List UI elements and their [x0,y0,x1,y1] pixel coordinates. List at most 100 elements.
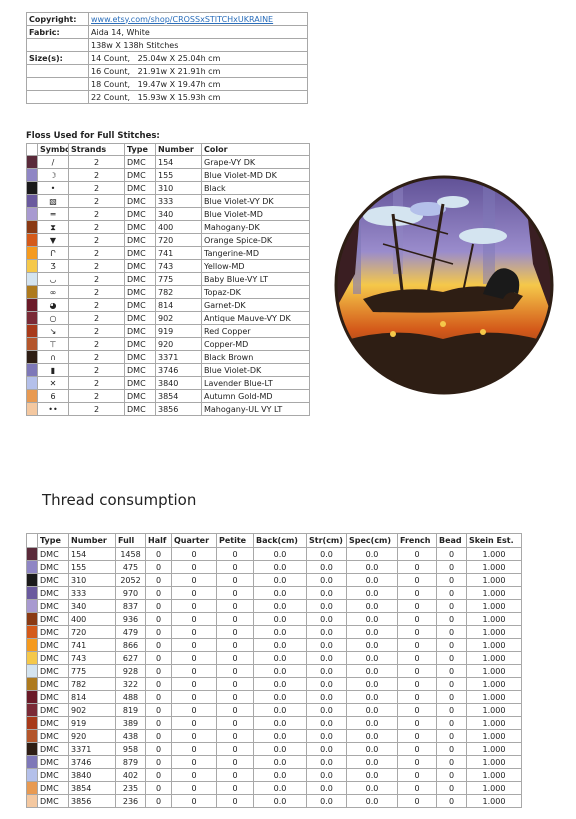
thread-cell: 0 [436,729,467,743]
color-swatch [26,560,38,574]
header-cell [26,533,38,548]
floss-cell: •• [37,402,69,416]
info-value: 14 Count, 25.04w X 25.04h cm [88,51,308,65]
thread-cell: 0.0 [253,755,307,769]
floss-row: •• 2 DMC 3856 Mahogany-UL VY LT [26,402,310,416]
thread-cell: 0.0 [346,716,398,730]
thread-row: DMC 3854 235 0 0 0 0.0 0.0 0.0 0 0 1.000 [26,781,522,795]
thread-cell: 1.000 [466,690,522,704]
floss-cell: ∞ [37,285,69,299]
header-row: Type Number Full Half Quarter Petite Back(cm) S… [26,533,522,548]
thread-cell: 1.000 [466,703,522,717]
thread-cell: 0 [436,547,467,561]
thread-cell: 0 [145,612,172,626]
thread-cell: 814 [68,690,116,704]
floss-cell: ☽ [37,168,69,182]
thread-cell: 0 [145,625,172,639]
thread-cell: 0.0 [306,612,347,626]
color-swatch [26,155,38,169]
thread-cell: 1.000 [466,781,522,795]
header-row: SymbolStrandsTypeNumberColor [26,143,310,156]
thread-row: DMC 775 928 0 0 0 0.0 0.0 0.0 0 0 1.000 [26,664,522,678]
thread-cell: 0 [216,755,254,769]
info-value: 22 Count, 15.93w X 15.93h cm [88,90,308,104]
thread-cell: 0.0 [306,586,347,600]
info-label: Copyright: [26,12,89,26]
floss-row: ⊤ 2 DMC 920 Copper-MD [26,337,310,351]
floss-row: ○ 2 DMC 902 Antique Mauve-VY DK [26,311,310,325]
thread-cell: 0 [397,612,437,626]
thread-cell: 0.0 [253,638,307,652]
thread-cell: 0 [145,742,172,756]
floss-cell: 2 [68,402,125,416]
thread-cell: 0.0 [306,573,347,587]
thread-cell: 0 [397,651,437,665]
thread-cell: 0 [145,716,172,730]
color-swatch [26,246,38,260]
thread-cell: 1.000 [466,677,522,691]
header-cell: Type [37,533,69,548]
info-label [26,77,89,91]
thread-cell: DMC [37,781,69,795]
thread-cell: 0 [171,729,217,743]
floss-cell: 741 [155,246,202,260]
thread-cell: 1.000 [466,547,522,561]
thread-cell: 333 [68,586,116,600]
color-swatch [26,194,38,208]
thread-cell: DMC [37,612,69,626]
thread-cell: 3856 [68,794,116,808]
color-swatch [26,259,38,273]
thread-cell: 0 [397,768,437,782]
floss-cell: 400 [155,220,202,234]
floss-cell: Red Copper [201,324,310,338]
thread-cell: 0 [436,664,467,678]
thread-cell: 0 [397,742,437,756]
thread-cell: 0 [171,664,217,678]
header-cell: Number [68,533,116,548]
color-swatch [26,207,38,221]
thread-row: DMC 310 2052 0 0 0 0.0 0.0 0.0 0 0 1.000 [26,573,522,587]
floss-cell: 2 [68,324,125,338]
floss-row: ═ 2 DMC 340 Blue Violet-MD [26,207,310,221]
floss-cell: 155 [155,168,202,182]
info-row: 16 Count, 21.91w X 21.91h cm [26,64,308,78]
floss-cell: DMC [124,220,156,234]
thread-cell: 0.0 [346,742,398,756]
thread-cell: 866 [115,638,146,652]
thread-cell: 0.0 [346,560,398,574]
thread-cell: 0 [397,781,437,795]
thread-cell: 1.000 [466,742,522,756]
thread-cell: 0.0 [253,677,307,691]
thread-cell: 0 [171,703,217,717]
floss-cell: DMC [124,389,156,403]
floss-cell: 2 [68,259,125,273]
thread-cell: 3840 [68,768,116,782]
thread-cell: 0 [436,742,467,756]
thread-cell: DMC [37,794,69,808]
color-swatch [26,794,38,808]
color-swatch [26,272,38,286]
thread-cell: 0 [145,768,172,782]
thread-row: DMC 743 627 0 0 0 0.0 0.0 0.0 0 0 1.000 [26,651,522,665]
header-cell [26,143,38,156]
thread-cell: 0 [145,703,172,717]
color-swatch [26,376,38,390]
info-value[interactable]: www.etsy.com/shop/CROSSxSTITCHxUKRAINE [88,12,308,26]
thread-cell: 0 [397,599,437,613]
thread-cell: 0.0 [346,690,398,704]
info-row: 22 Count, 15.93w X 15.93h cm [26,90,308,104]
info-row: Copyright: www.etsy.com/shop/CROSSxSTITCH… [26,12,308,26]
thread-cell: 1.000 [466,755,522,769]
floss-cell: Grape-VY DK [201,155,310,169]
floss-cell: 2 [68,194,125,208]
thread-cell: 0 [397,560,437,574]
header-cell: Symbol [37,143,69,156]
thread-cell: 0.0 [306,794,347,808]
color-swatch [26,220,38,234]
thread-cell: 0 [171,716,217,730]
thread-cell: 1.000 [466,729,522,743]
thread-row: DMC 400 936 0 0 0 0.0 0.0 0.0 0 0 1.000 [26,612,522,626]
thread-cell: 0 [171,547,217,561]
thread-cell: 0.0 [346,703,398,717]
floss-cell: ○ [37,311,69,325]
